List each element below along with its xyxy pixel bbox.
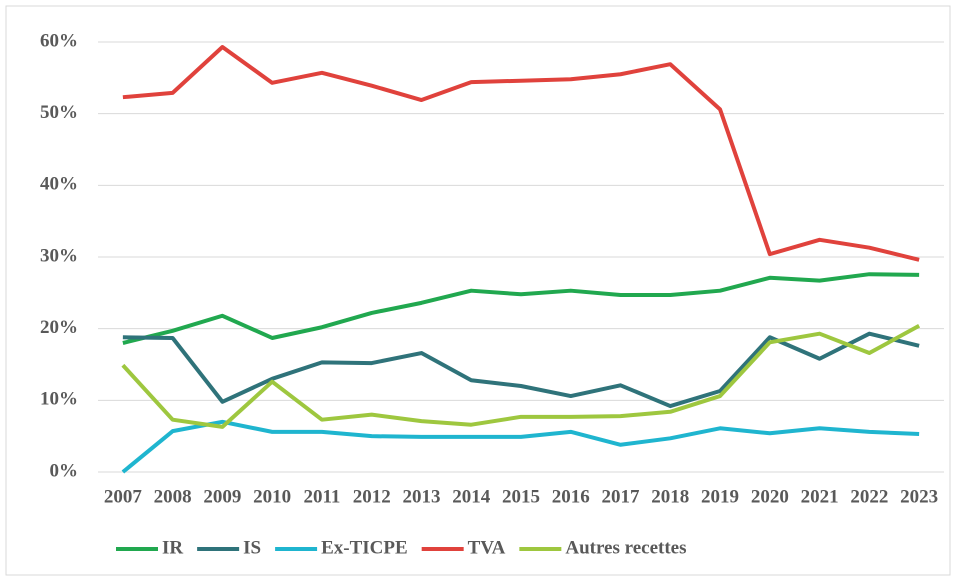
y-tick-label: 0% — [50, 460, 79, 481]
x-tick-label: 2018 — [651, 486, 689, 507]
y-tick-label: 20% — [40, 317, 78, 338]
series-line — [122, 45, 920, 262]
x-tick-label: 2009 — [203, 486, 241, 507]
legend-label: IS — [243, 537, 261, 558]
x-tick-label: 2017 — [602, 486, 641, 507]
x-tick-label: 2014 — [452, 486, 491, 507]
x-tick-label: 2007 — [104, 486, 143, 507]
x-tick-label: 2010 — [253, 486, 291, 507]
y-tick-label: 50% — [40, 102, 78, 123]
y-tick-label: 60% — [40, 30, 78, 51]
series-line — [121, 324, 921, 429]
x-tick-label: 2015 — [502, 486, 540, 507]
x-tick-label: 2016 — [552, 486, 590, 507]
x-tick-label: 2012 — [353, 486, 391, 507]
legend-label: TVA — [468, 537, 506, 558]
x-tick-label: 2008 — [154, 486, 192, 507]
series-line — [122, 272, 920, 345]
series-line — [122, 331, 920, 409]
legend-label: IR — [162, 537, 183, 558]
y-tick-label: 10% — [40, 389, 78, 410]
legend-label: Ex-TICPE — [321, 537, 408, 558]
series-line — [121, 419, 920, 474]
y-tick-label: 40% — [40, 174, 78, 195]
x-tick-label: 2019 — [701, 486, 739, 507]
x-tick-label: 2013 — [402, 486, 440, 507]
x-tick-label: 2020 — [751, 486, 789, 507]
y-tick-label: 30% — [40, 245, 78, 266]
x-tick-label: 2022 — [850, 486, 888, 507]
x-tick-label: 2011 — [303, 486, 340, 507]
x-tick-label: 2021 — [801, 486, 839, 507]
legend-label: Autres recettes — [565, 537, 686, 558]
x-tick-label: 2023 — [900, 486, 938, 507]
